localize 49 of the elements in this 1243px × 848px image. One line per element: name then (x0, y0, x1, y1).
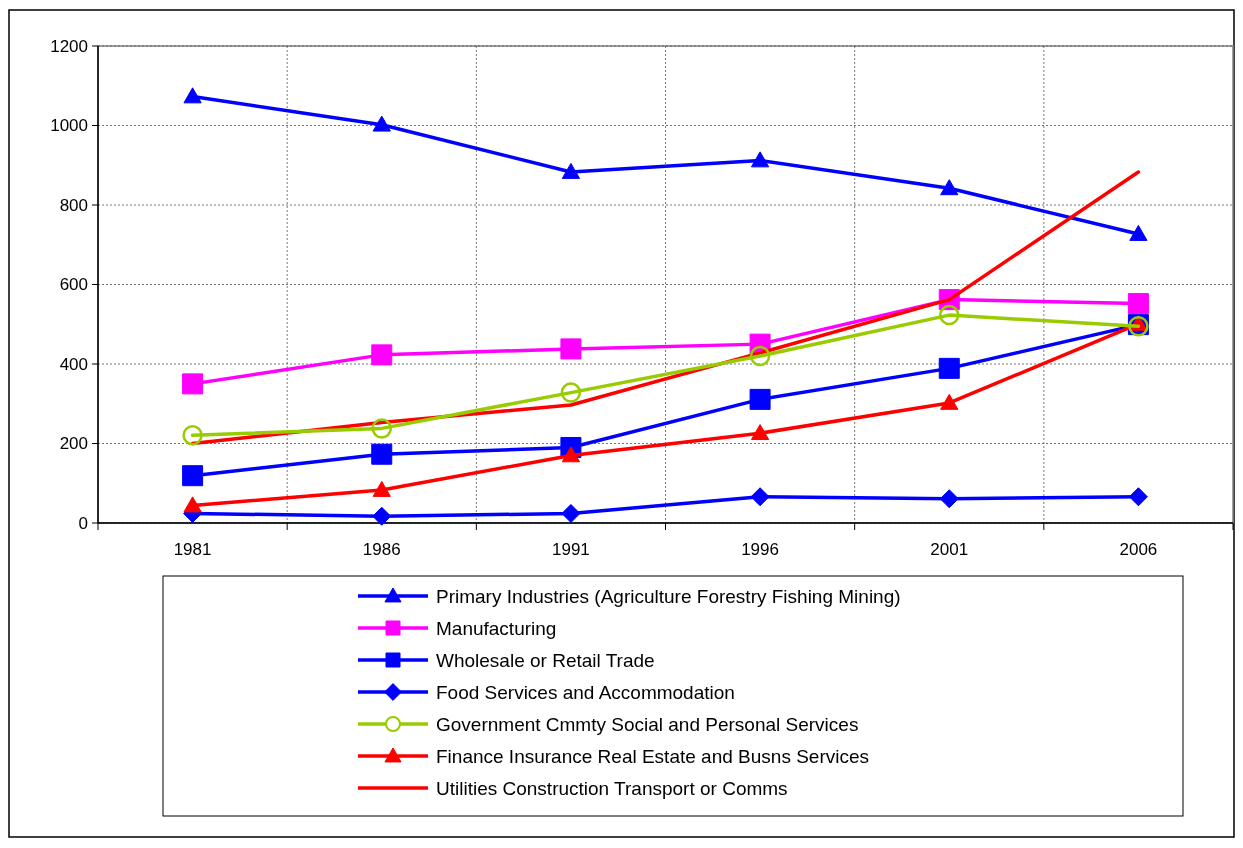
legend-label: Government Cmmty Social and Personal Services (436, 713, 859, 735)
y-tick-label: 400 (59, 354, 88, 374)
legend-label: Finance Insurance Real Estate and Busns Services (436, 745, 870, 767)
point (938, 357, 960, 379)
point (560, 382, 582, 403)
point (939, 489, 959, 509)
point (750, 487, 770, 507)
legend-label: Utilities Construction Transport or Comms (436, 777, 788, 799)
y-tick-label: 600 (59, 275, 88, 295)
point (371, 344, 393, 366)
x-tick-label: 1991 (552, 540, 590, 559)
point (749, 388, 771, 410)
y-tick-label: 200 (59, 434, 88, 454)
point (561, 446, 581, 463)
point (371, 418, 392, 439)
point (182, 373, 204, 395)
y-tick-label: 1200 (50, 36, 88, 56)
point (182, 424, 203, 446)
point (560, 338, 582, 360)
point (372, 480, 391, 497)
point (561, 162, 581, 179)
point (182, 465, 204, 487)
y-tick-label: 1000 (50, 116, 88, 136)
y-tick-label: 800 (59, 195, 88, 215)
point (372, 115, 391, 132)
point (561, 503, 581, 523)
x-tick-label: 1981 (173, 540, 212, 559)
point (183, 87, 202, 104)
x-tick-label: 1996 (741, 540, 779, 559)
point (750, 424, 770, 441)
point (939, 304, 960, 326)
point (749, 345, 771, 367)
x-tick-label: 2006 (1119, 540, 1158, 559)
point (1128, 487, 1148, 507)
y-tick-label: 0 (78, 513, 88, 533)
point (183, 496, 202, 513)
point (1127, 293, 1149, 315)
point (940, 179, 959, 196)
point (750, 151, 770, 168)
legend-label: Manufacturing (436, 617, 557, 639)
legend-label: Food Services and Accommodation (436, 681, 735, 703)
legend-label: Wholesale or Retail Trade (436, 649, 655, 671)
x-tick-label: 1986 (362, 540, 401, 559)
point (372, 506, 392, 526)
x-tick-label: 2001 (930, 540, 969, 559)
point (1129, 224, 1148, 241)
legend-label: Primary Industries (Agriculture Forestry Fishing Mining) (436, 585, 901, 607)
point (371, 443, 393, 465)
point (940, 393, 959, 410)
